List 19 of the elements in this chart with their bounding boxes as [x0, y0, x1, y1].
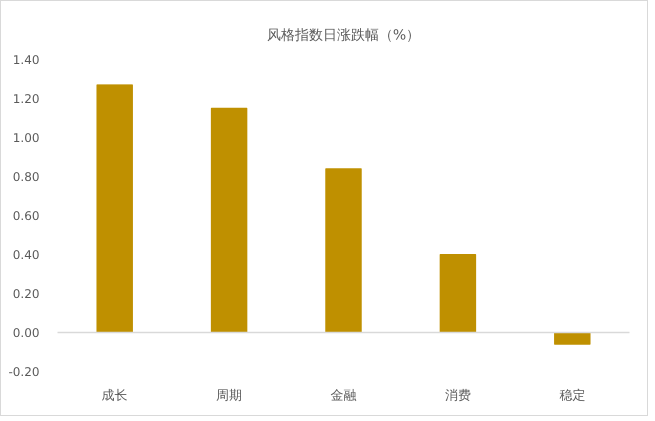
y-tick-label: 1.20: [12, 92, 40, 106]
x-tick-label: 稳定: [559, 388, 586, 404]
bar: [440, 254, 476, 333]
y-tick-label: 0.60: [12, 209, 40, 223]
bar: [210, 108, 248, 333]
x-tick-label: 周期: [216, 388, 242, 404]
y-tick-label: -0.20: [8, 365, 40, 379]
y-tick-label: 1.40: [12, 53, 40, 67]
bar: [325, 168, 362, 333]
y-tick-label: 0.00: [12, 326, 40, 340]
y-tick-label: 0.40: [12, 248, 40, 262]
bar: [96, 84, 133, 333]
y-tick-label: 0.20: [12, 287, 40, 301]
y-tick-label: 1.00: [12, 131, 40, 145]
y-tick-label: 0.80: [12, 170, 40, 184]
x-tick-label: 成长: [102, 388, 128, 404]
chart-title: 风格指数日涨跌幅（%）: [266, 28, 420, 44]
x-tick-label: 金融: [330, 388, 356, 404]
x-tick-label: 消费: [444, 388, 471, 404]
